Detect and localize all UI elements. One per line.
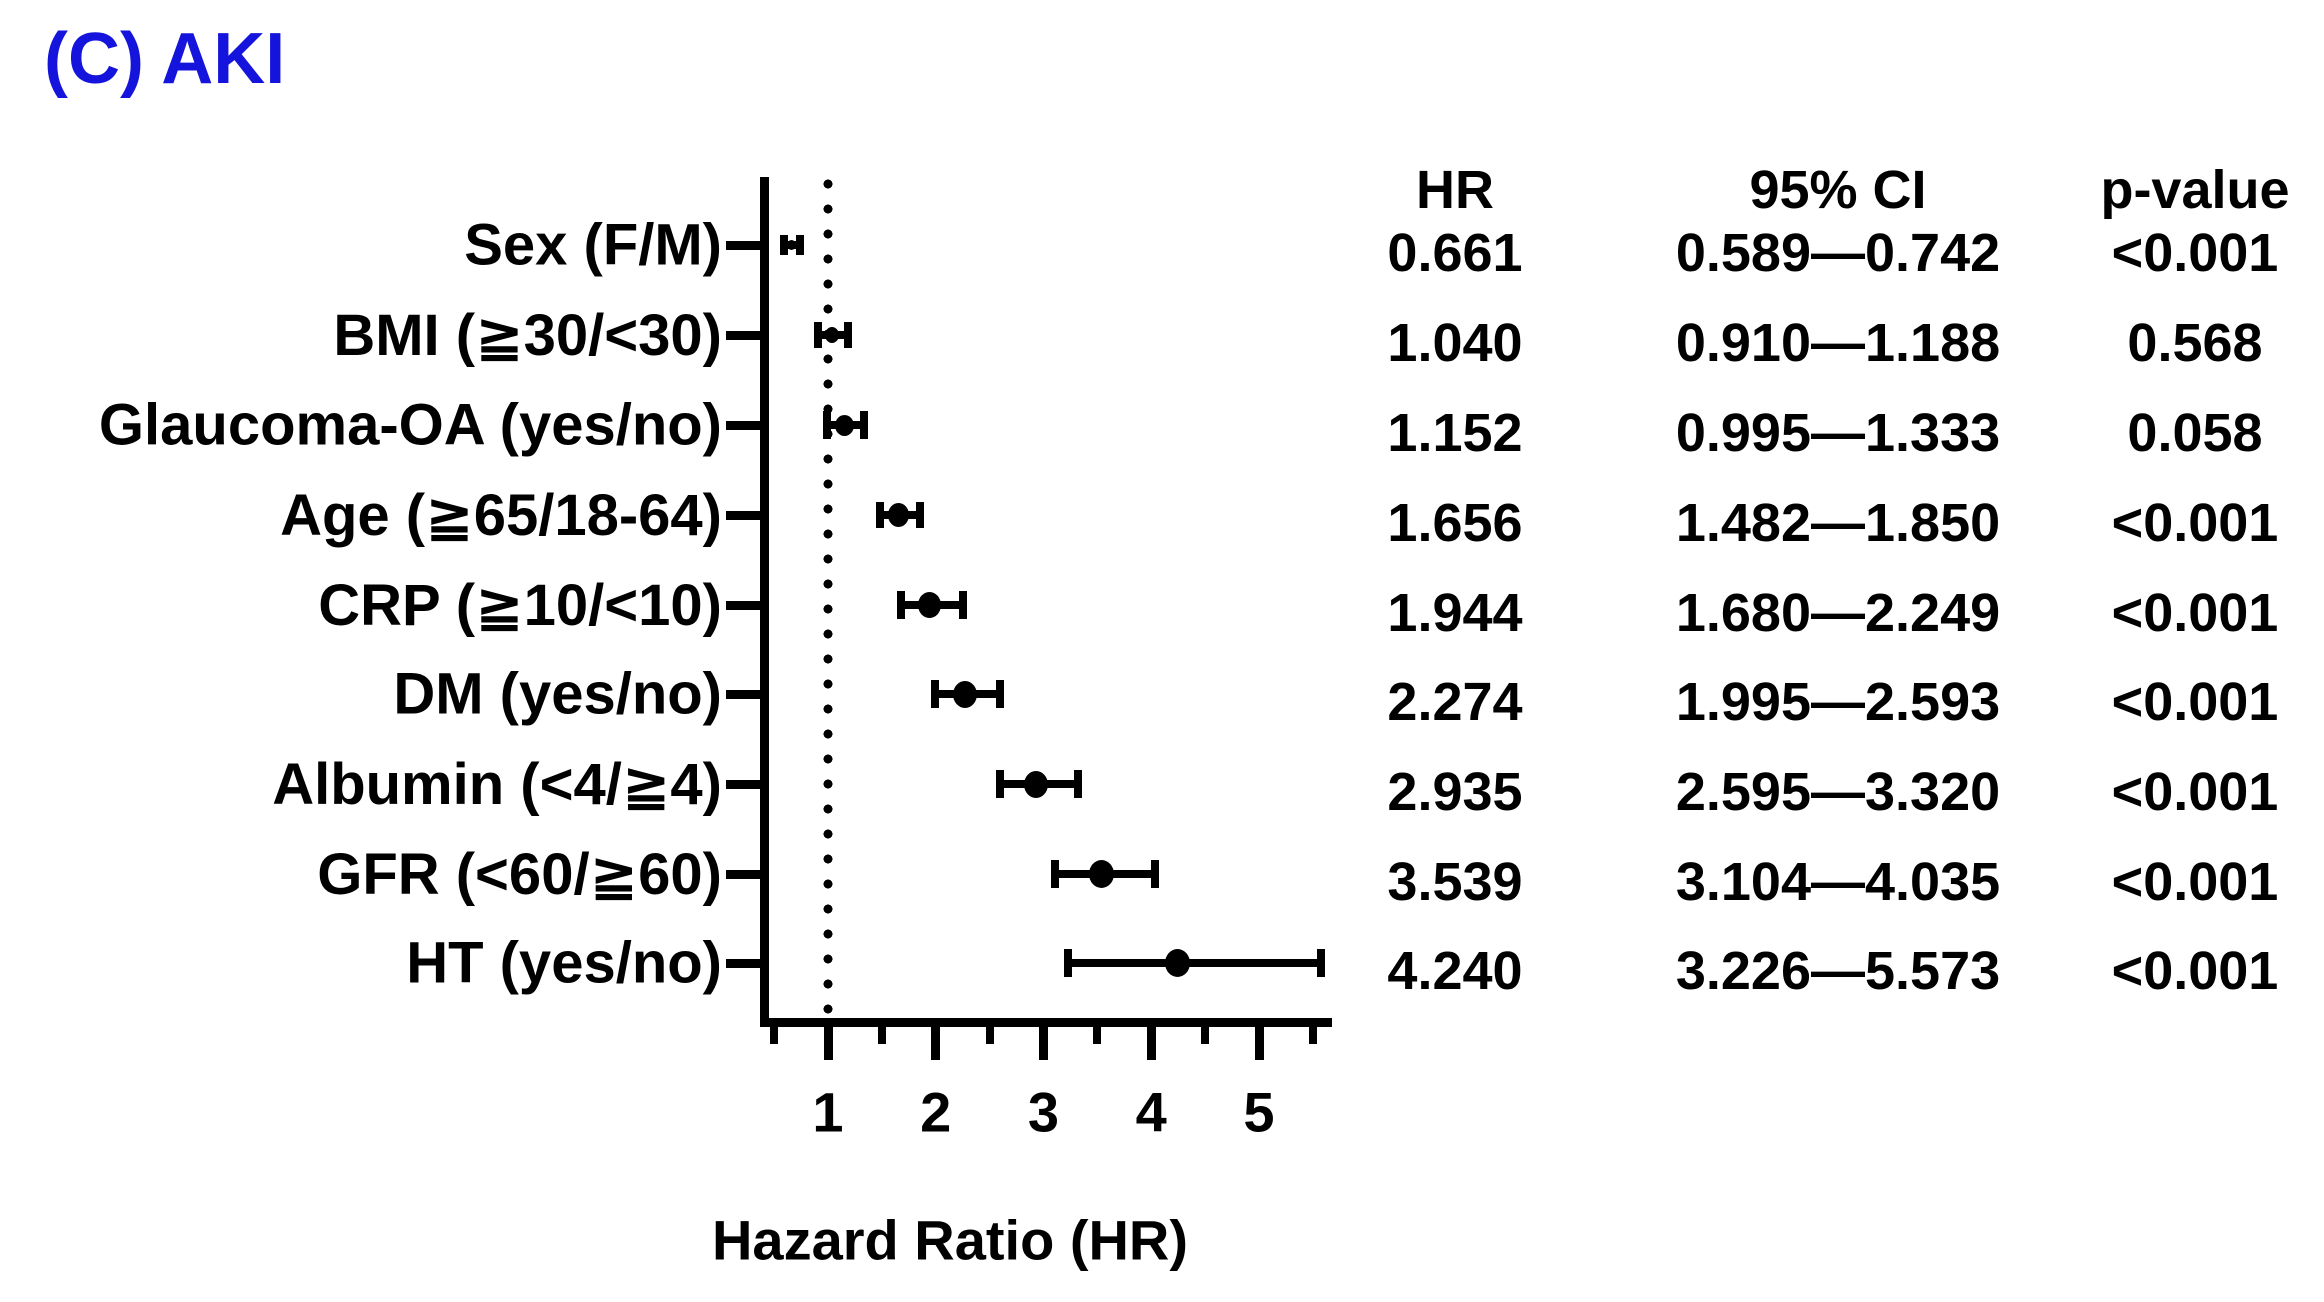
ci-line bbox=[1067, 959, 1321, 967]
ci-cap-high bbox=[1316, 949, 1325, 977]
ci-value: 3.226—5.573 bbox=[1675, 941, 2001, 1001]
ci-cap-high bbox=[995, 680, 1004, 708]
x-tick-label: 5 bbox=[1243, 1080, 1275, 1144]
ci-cap-low bbox=[897, 591, 906, 619]
hr-value: 1.656 bbox=[1387, 493, 1523, 553]
x-tick-major bbox=[1146, 1027, 1156, 1060]
ci-cap-low bbox=[1063, 949, 1072, 977]
figure-title: (C) AKI bbox=[44, 19, 286, 99]
x-tick-major bbox=[1254, 1027, 1264, 1060]
p-value: <0.001 bbox=[2111, 941, 2279, 1001]
ci-cap-high bbox=[859, 411, 868, 439]
ci-cap-high bbox=[915, 502, 924, 528]
hr-value: 2.274 bbox=[1387, 672, 1523, 732]
table-header-pvalue: p-value bbox=[2100, 160, 2290, 220]
point-estimate-marker bbox=[834, 414, 854, 436]
p-value: <0.001 bbox=[2111, 493, 2279, 553]
table-header-hr: HR bbox=[1416, 160, 1494, 220]
x-tick-label: 4 bbox=[1135, 1080, 1167, 1144]
x-tick-minor bbox=[1093, 1027, 1102, 1044]
hr-value: 1.152 bbox=[1387, 403, 1523, 463]
point-estimate-marker bbox=[1089, 860, 1115, 888]
hr-value: 1.944 bbox=[1387, 583, 1523, 643]
p-value: <0.001 bbox=[2111, 762, 2279, 822]
x-tick-label: 1 bbox=[812, 1080, 844, 1144]
y-tick bbox=[726, 601, 760, 610]
row-label: DM (yes/no) bbox=[393, 661, 722, 727]
hr-value: 4.240 bbox=[1387, 941, 1523, 1001]
y-tick bbox=[726, 241, 760, 250]
x-tick-minor bbox=[985, 1027, 994, 1044]
y-axis-line bbox=[760, 177, 769, 1027]
row-label: CRP (≧10/<10) bbox=[318, 573, 722, 638]
row-label: Age (≧65/18-64) bbox=[280, 483, 722, 548]
ci-value: 0.589—0.742 bbox=[1675, 223, 2001, 283]
point-estimate-marker bbox=[1164, 949, 1190, 977]
ci-cap-low bbox=[779, 235, 788, 255]
ci-cap-high bbox=[844, 322, 853, 348]
ci-value: 0.995—1.333 bbox=[1675, 403, 2001, 463]
x-axis-line bbox=[760, 1018, 1332, 1027]
p-value: <0.001 bbox=[2111, 852, 2279, 912]
x-tick-minor bbox=[1308, 1027, 1317, 1044]
ci-cap-high bbox=[1073, 770, 1082, 798]
p-value: <0.001 bbox=[2111, 672, 2279, 732]
x-tick-major bbox=[931, 1027, 941, 1060]
ci-value: 1.482—1.850 bbox=[1675, 493, 2001, 553]
ci-cap-low bbox=[995, 770, 1004, 798]
p-value: <0.001 bbox=[2111, 583, 2279, 643]
y-tick bbox=[726, 959, 760, 968]
ci-cap-low bbox=[931, 680, 940, 708]
x-tick-label: 3 bbox=[1027, 1080, 1060, 1144]
ci-value: 1.995—2.593 bbox=[1675, 672, 2001, 732]
row-label: Albumin (<4/≧4) bbox=[272, 752, 722, 817]
table-header-ci: 95% CI bbox=[1749, 160, 1927, 220]
ci-value: 2.595—3.320 bbox=[1675, 762, 2001, 822]
row-label: BMI (≧30/<30) bbox=[333, 303, 722, 368]
ci-cap-low bbox=[1050, 860, 1059, 888]
reference-line-hr1 bbox=[823, 178, 833, 1018]
ci-cap-high bbox=[796, 235, 805, 255]
y-tick bbox=[726, 870, 760, 879]
y-tick bbox=[726, 511, 760, 520]
y-tick bbox=[726, 780, 760, 789]
row-label: Sex (F/M) bbox=[464, 212, 722, 278]
ci-cap-high bbox=[958, 591, 967, 619]
point-estimate-marker bbox=[888, 503, 910, 527]
row-label: GFR (<60/≧60) bbox=[317, 842, 722, 907]
hr-value: 2.935 bbox=[1387, 762, 1523, 822]
x-tick-minor bbox=[877, 1027, 886, 1044]
ci-value: 3.104—4.035 bbox=[1675, 852, 2001, 912]
x-tick-major bbox=[1039, 1027, 1048, 1060]
p-value: 0.058 bbox=[2127, 403, 2263, 463]
y-tick bbox=[726, 421, 760, 430]
hr-value: 3.539 bbox=[1387, 852, 1523, 912]
ci-cap-low bbox=[875, 502, 884, 528]
point-estimate-marker bbox=[1024, 770, 1049, 798]
x-tick-minor bbox=[770, 1027, 779, 1044]
x-tick-label: 2 bbox=[920, 1080, 952, 1144]
ci-cap-low bbox=[814, 322, 823, 348]
ci-cap-low bbox=[823, 411, 832, 439]
p-value: 0.568 bbox=[2127, 313, 2263, 373]
p-value: <0.001 bbox=[2111, 223, 2279, 283]
ci-value: 0.910—1.188 bbox=[1675, 313, 2001, 373]
point-estimate-marker bbox=[918, 592, 942, 618]
point-estimate-marker bbox=[953, 680, 978, 708]
ci-cap-high bbox=[1151, 860, 1160, 888]
x-tick-minor bbox=[1201, 1027, 1210, 1044]
hr-value: 0.661 bbox=[1387, 223, 1523, 283]
x-axis-label: Hazard Ratio (HR) bbox=[711, 1208, 1189, 1272]
point-estimate-marker bbox=[825, 327, 840, 343]
row-label: Glaucoma-OA (yes/no) bbox=[98, 392, 722, 458]
y-tick bbox=[726, 331, 760, 340]
ci-value: 1.680—2.249 bbox=[1675, 583, 2001, 643]
hr-value: 1.040 bbox=[1387, 313, 1523, 373]
row-label: HT (yes/no) bbox=[406, 930, 722, 996]
point-estimate-marker bbox=[786, 240, 796, 250]
x-tick-major bbox=[823, 1027, 833, 1060]
y-tick bbox=[726, 690, 760, 699]
